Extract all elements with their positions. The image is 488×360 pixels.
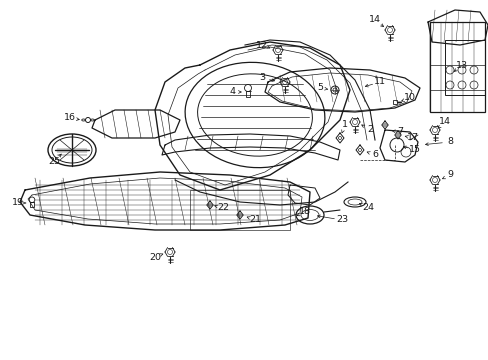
Text: 23: 23 bbox=[335, 216, 347, 225]
Bar bbox=[444, 40, 484, 95]
Text: 24: 24 bbox=[361, 203, 373, 212]
Text: 9: 9 bbox=[446, 171, 452, 180]
Text: 22: 22 bbox=[217, 203, 228, 212]
Text: 25: 25 bbox=[48, 157, 60, 166]
Text: 21: 21 bbox=[248, 216, 261, 225]
Bar bbox=[30, 202, 34, 207]
Text: 13: 13 bbox=[455, 60, 467, 69]
Bar bbox=[190, 190, 289, 230]
Text: 14: 14 bbox=[438, 117, 450, 126]
Text: 6: 6 bbox=[371, 150, 377, 159]
Bar bbox=[245, 91, 249, 97]
Text: 3: 3 bbox=[259, 73, 264, 82]
Text: 20: 20 bbox=[149, 252, 161, 261]
Bar bbox=[392, 100, 396, 104]
Bar bbox=[429, 22, 484, 112]
Text: 2: 2 bbox=[366, 126, 372, 135]
Text: 11: 11 bbox=[373, 77, 385, 86]
Text: 18: 18 bbox=[298, 207, 310, 216]
Text: 15: 15 bbox=[408, 145, 420, 154]
Text: 10: 10 bbox=[403, 94, 415, 103]
Text: 4: 4 bbox=[228, 87, 235, 96]
Text: 19: 19 bbox=[12, 198, 24, 207]
Text: 1: 1 bbox=[341, 121, 347, 130]
Text: 16: 16 bbox=[64, 113, 76, 122]
Text: 14: 14 bbox=[368, 15, 380, 24]
Text: 7: 7 bbox=[396, 127, 402, 136]
Text: 8: 8 bbox=[446, 138, 452, 147]
Text: 17: 17 bbox=[406, 134, 418, 143]
Text: 12: 12 bbox=[256, 40, 267, 49]
Text: 5: 5 bbox=[316, 84, 323, 93]
